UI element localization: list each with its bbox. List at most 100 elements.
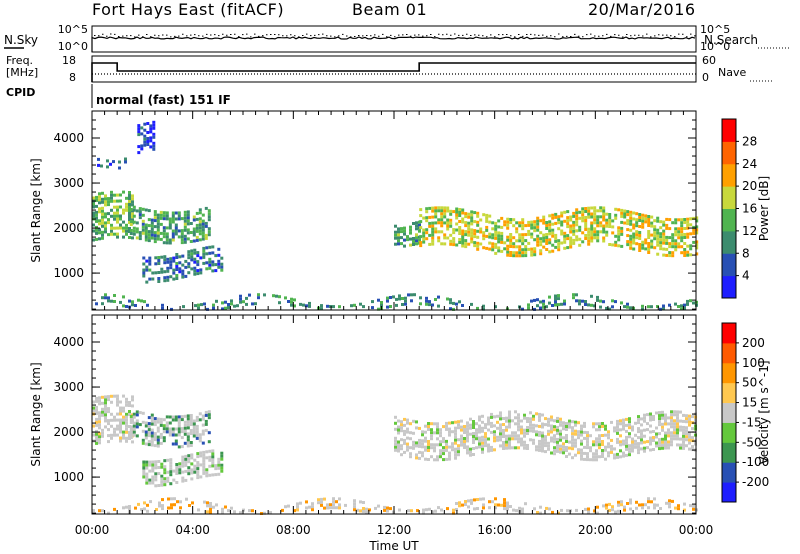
echo-cell bbox=[637, 421, 640, 425]
echo-cell bbox=[377, 298, 380, 302]
echo-cell bbox=[463, 446, 466, 449]
echo-cell bbox=[602, 236, 606, 240]
echo-cell bbox=[664, 443, 667, 447]
echo-cell bbox=[446, 507, 449, 511]
echo-cell bbox=[692, 301, 695, 305]
echo-cell bbox=[493, 448, 496, 452]
echo-cell bbox=[162, 226, 166, 230]
echo-cell bbox=[505, 416, 508, 420]
echo-cell bbox=[128, 200, 131, 203]
echo-cell bbox=[263, 511, 266, 515]
echo-cell bbox=[98, 210, 101, 214]
echo-cell bbox=[183, 219, 187, 223]
echo-cell bbox=[201, 441, 205, 445]
echo-cell bbox=[335, 506, 338, 510]
echo-cell bbox=[174, 226, 178, 230]
echo-cell bbox=[122, 418, 125, 422]
echo-cell bbox=[140, 132, 144, 136]
echo-cell bbox=[401, 303, 404, 306]
echo-cell bbox=[653, 225, 657, 229]
echo-cell bbox=[122, 409, 125, 413]
echo-cell bbox=[572, 220, 576, 224]
echo-cell bbox=[568, 446, 571, 450]
echo-cell bbox=[263, 293, 266, 297]
echo-cell bbox=[685, 444, 688, 448]
echo-cell bbox=[650, 221, 654, 225]
echo-cell bbox=[521, 221, 525, 225]
colorbar-frame bbox=[721, 322, 737, 503]
echo-cell bbox=[683, 233, 687, 236]
echo-cell bbox=[182, 305, 185, 309]
colorbar-swatch bbox=[722, 141, 736, 165]
echo-cell bbox=[386, 299, 389, 303]
echo-cell bbox=[460, 440, 463, 444]
echo-cell bbox=[602, 215, 606, 219]
echo-cell bbox=[452, 301, 455, 305]
echo-cell bbox=[440, 215, 444, 219]
echo-cell bbox=[605, 306, 608, 310]
echo-cell bbox=[153, 216, 157, 220]
echo-cell bbox=[670, 443, 673, 447]
echo-cell bbox=[496, 426, 499, 430]
echo-cell bbox=[220, 262, 224, 266]
echo-cell bbox=[165, 217, 169, 221]
echo-cell bbox=[623, 508, 626, 512]
echo-cell bbox=[533, 229, 537, 233]
echo-cell bbox=[673, 410, 676, 414]
echo-cell bbox=[526, 432, 529, 435]
echo-cell bbox=[160, 270, 164, 274]
echo-cell bbox=[554, 303, 557, 307]
echo-cell bbox=[461, 229, 465, 233]
echo-cell bbox=[101, 431, 104, 435]
echo-cell bbox=[602, 300, 605, 304]
echo-cell bbox=[98, 420, 101, 424]
echo-cell bbox=[150, 440, 154, 444]
echo-cell bbox=[183, 414, 187, 418]
echo-cell bbox=[169, 458, 173, 462]
echo-cell bbox=[668, 218, 672, 222]
echo-cell bbox=[421, 442, 424, 446]
echo-cell bbox=[662, 232, 666, 236]
echo-cell bbox=[192, 227, 196, 231]
colorbar-tick-label-velocity: 15 bbox=[742, 396, 757, 410]
echo-cell bbox=[131, 395, 134, 399]
colorbar-swatch bbox=[722, 402, 736, 423]
echo-cell bbox=[559, 435, 562, 439]
echo-cell bbox=[137, 502, 140, 506]
echo-cell bbox=[695, 228, 699, 232]
echo-cell bbox=[566, 234, 570, 238]
echo-cell bbox=[159, 441, 163, 445]
echo-cell bbox=[562, 424, 565, 428]
echo-cell bbox=[148, 256, 152, 260]
echo-cell bbox=[670, 413, 673, 417]
echo-region-power-3 bbox=[97, 157, 127, 170]
echo-cell bbox=[278, 295, 281, 299]
echo-cell bbox=[416, 509, 419, 513]
echo-cell bbox=[455, 213, 459, 217]
echo-cell bbox=[201, 225, 205, 229]
echo-cell bbox=[95, 195, 98, 199]
echo-cell bbox=[620, 500, 623, 504]
echo-cell bbox=[195, 235, 199, 239]
echo-cell bbox=[326, 506, 329, 510]
echo-cell bbox=[214, 467, 218, 471]
echo-cell bbox=[207, 212, 211, 216]
echo-cell bbox=[631, 446, 634, 450]
echo-cell bbox=[673, 413, 676, 417]
echo-cell bbox=[211, 455, 215, 459]
echo-cell bbox=[668, 502, 671, 506]
echo-cell bbox=[587, 303, 590, 307]
echo-cell bbox=[161, 507, 164, 511]
echo-cell bbox=[95, 423, 98, 427]
echo-cell bbox=[400, 438, 403, 442]
echo-cell bbox=[174, 217, 178, 221]
echo-cell bbox=[205, 450, 209, 454]
echo-cell bbox=[159, 210, 163, 214]
echo-cell bbox=[419, 296, 422, 300]
echo-cell bbox=[529, 411, 532, 415]
echo-cell bbox=[165, 214, 169, 218]
echo-cell bbox=[95, 417, 98, 421]
echo-cell bbox=[575, 238, 579, 242]
echo-cell bbox=[452, 237, 456, 241]
echo-cell bbox=[518, 506, 521, 510]
